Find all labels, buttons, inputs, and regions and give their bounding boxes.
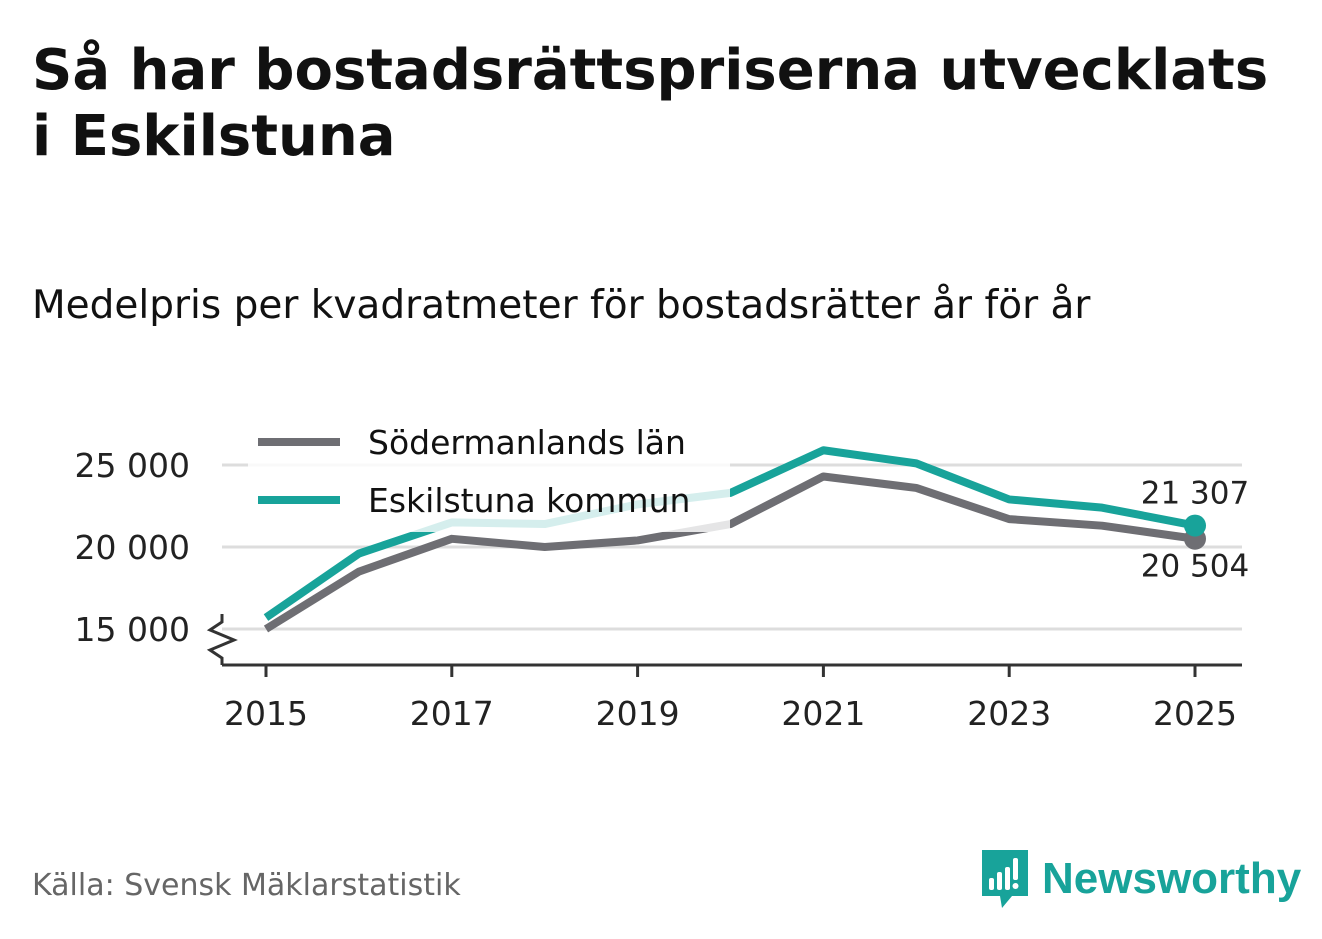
series-line-1 — [263, 446, 1196, 621]
x-tick-label: 2025 — [1153, 694, 1237, 733]
x-tick-label: 2023 — [967, 694, 1051, 733]
end-labels: 21 307 20 504 — [1141, 476, 1249, 585]
end-marker — [1184, 514, 1206, 537]
legend: Södermanlands län Eskilstuna kommun — [248, 420, 730, 532]
newsworthy-logo-icon — [982, 850, 1028, 908]
axis-break — [206, 614, 238, 665]
series-lines — [263, 446, 1196, 633]
source-note: Källa: Svensk Mäklarstatistik — [32, 868, 461, 903]
chart-subtitle: Medelpris per kvadratmeter för bostadsrä… — [32, 283, 1091, 328]
end-value-label: 21 307 — [1141, 476, 1249, 512]
x-axis: 2015 2017 2019 2021 2023 2025 — [206, 614, 1242, 733]
x-tick-label: 2019 — [596, 694, 680, 733]
y-axis-labels: 15 000 20 000 25 000 — [75, 446, 190, 649]
brand-name: Newsworthy — [1042, 854, 1302, 903]
chart-title: Så har bostadsrättspriserna utvecklats i… — [32, 38, 1269, 169]
series-line-0 — [263, 472, 1196, 633]
brand-logo: Newsworthy — [980, 848, 1301, 910]
end-value-label: 20 504 — [1141, 549, 1249, 585]
legend-label: Södermanlands län — [368, 423, 686, 462]
x-tick-label: 2015 — [224, 694, 308, 733]
x-tick-label: 2017 — [410, 694, 494, 733]
legend-label: Eskilstuna kommun — [368, 481, 690, 520]
y-tick-label: 20 000 — [75, 528, 190, 567]
y-tick-label: 15 000 — [75, 610, 190, 649]
x-tick-label: 2021 — [781, 694, 865, 733]
y-tick-label: 25 000 — [75, 446, 190, 485]
